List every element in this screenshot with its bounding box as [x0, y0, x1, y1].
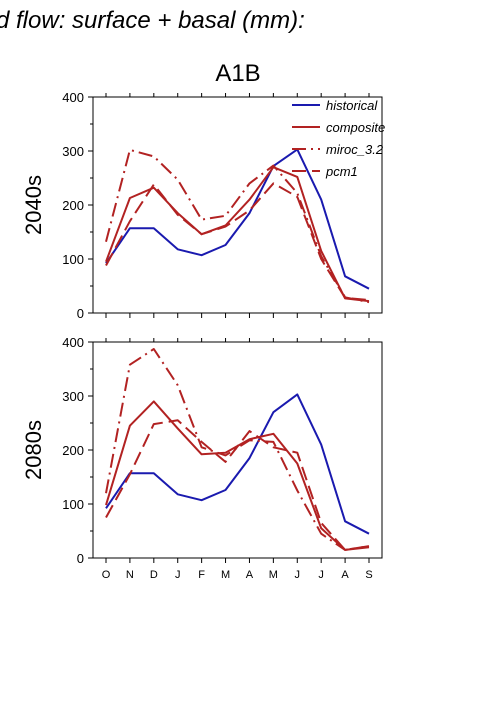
x-tick-label: J — [318, 569, 324, 581]
y-tick-label: 300 — [62, 144, 84, 159]
x-tick-label: M — [269, 569, 278, 581]
series-line-historical — [105, 148, 370, 290]
series-line-pcm1 — [105, 419, 370, 551]
legend-label-composite: composite — [326, 120, 385, 135]
panels: 0 100 200 300 400 2040s historical composite mir… — [21, 90, 385, 581]
series-line-historical — [105, 393, 370, 535]
y-tick-label: 200 — [62, 443, 84, 458]
legend-label-miroc_3.2: miroc_3.2 — [326, 142, 384, 157]
panel-2080s: 0 100 200 300 400 O N D J F M A M J J A S 2080s — [21, 335, 383, 581]
legend: historical composite miroc_3.2 pcm1 — [292, 98, 385, 179]
x-tick-label: M — [221, 569, 230, 581]
y-tick-label: 100 — [62, 252, 84, 267]
x-tick-label: J — [295, 569, 301, 581]
x-tick-label: N — [126, 569, 134, 581]
series-line-miroc_3.2 — [105, 348, 370, 551]
series-line-pcm1 — [105, 182, 370, 301]
figure-title: d flow: surface + basal (mm): — [0, 7, 305, 34]
plot-frame — [92, 341, 383, 559]
y-tick-label: 200 — [62, 198, 84, 213]
legend-label-pcm1: pcm1 — [325, 164, 358, 179]
y-tick-label: 300 — [62, 389, 84, 404]
series-line-composite — [105, 166, 370, 303]
series-line-miroc_3.2 — [105, 148, 370, 304]
x-tick-label: O — [102, 569, 111, 581]
scenario-title: A1B — [215, 60, 260, 87]
y-tick-label: 0 — [77, 551, 84, 566]
panel-label: 2080s — [21, 420, 46, 480]
x-tick-label: F — [198, 569, 205, 581]
x-tick-label: A — [246, 569, 254, 581]
x-tick-label: J — [175, 569, 181, 581]
y-tick-label: 0 — [77, 306, 84, 321]
panel-label: 2040s — [21, 175, 46, 235]
panel-2040s: 0 100 200 300 400 2040s historical composite mir… — [21, 90, 385, 321]
y-tick-label: 100 — [62, 497, 84, 512]
y-tick-label: 400 — [62, 90, 84, 105]
legend-label-historical: historical — [326, 98, 378, 113]
x-tick-label: S — [365, 569, 372, 581]
x-tick-label: D — [150, 569, 158, 581]
y-tick-label: 400 — [62, 335, 84, 350]
x-tick-label: A — [341, 569, 349, 581]
